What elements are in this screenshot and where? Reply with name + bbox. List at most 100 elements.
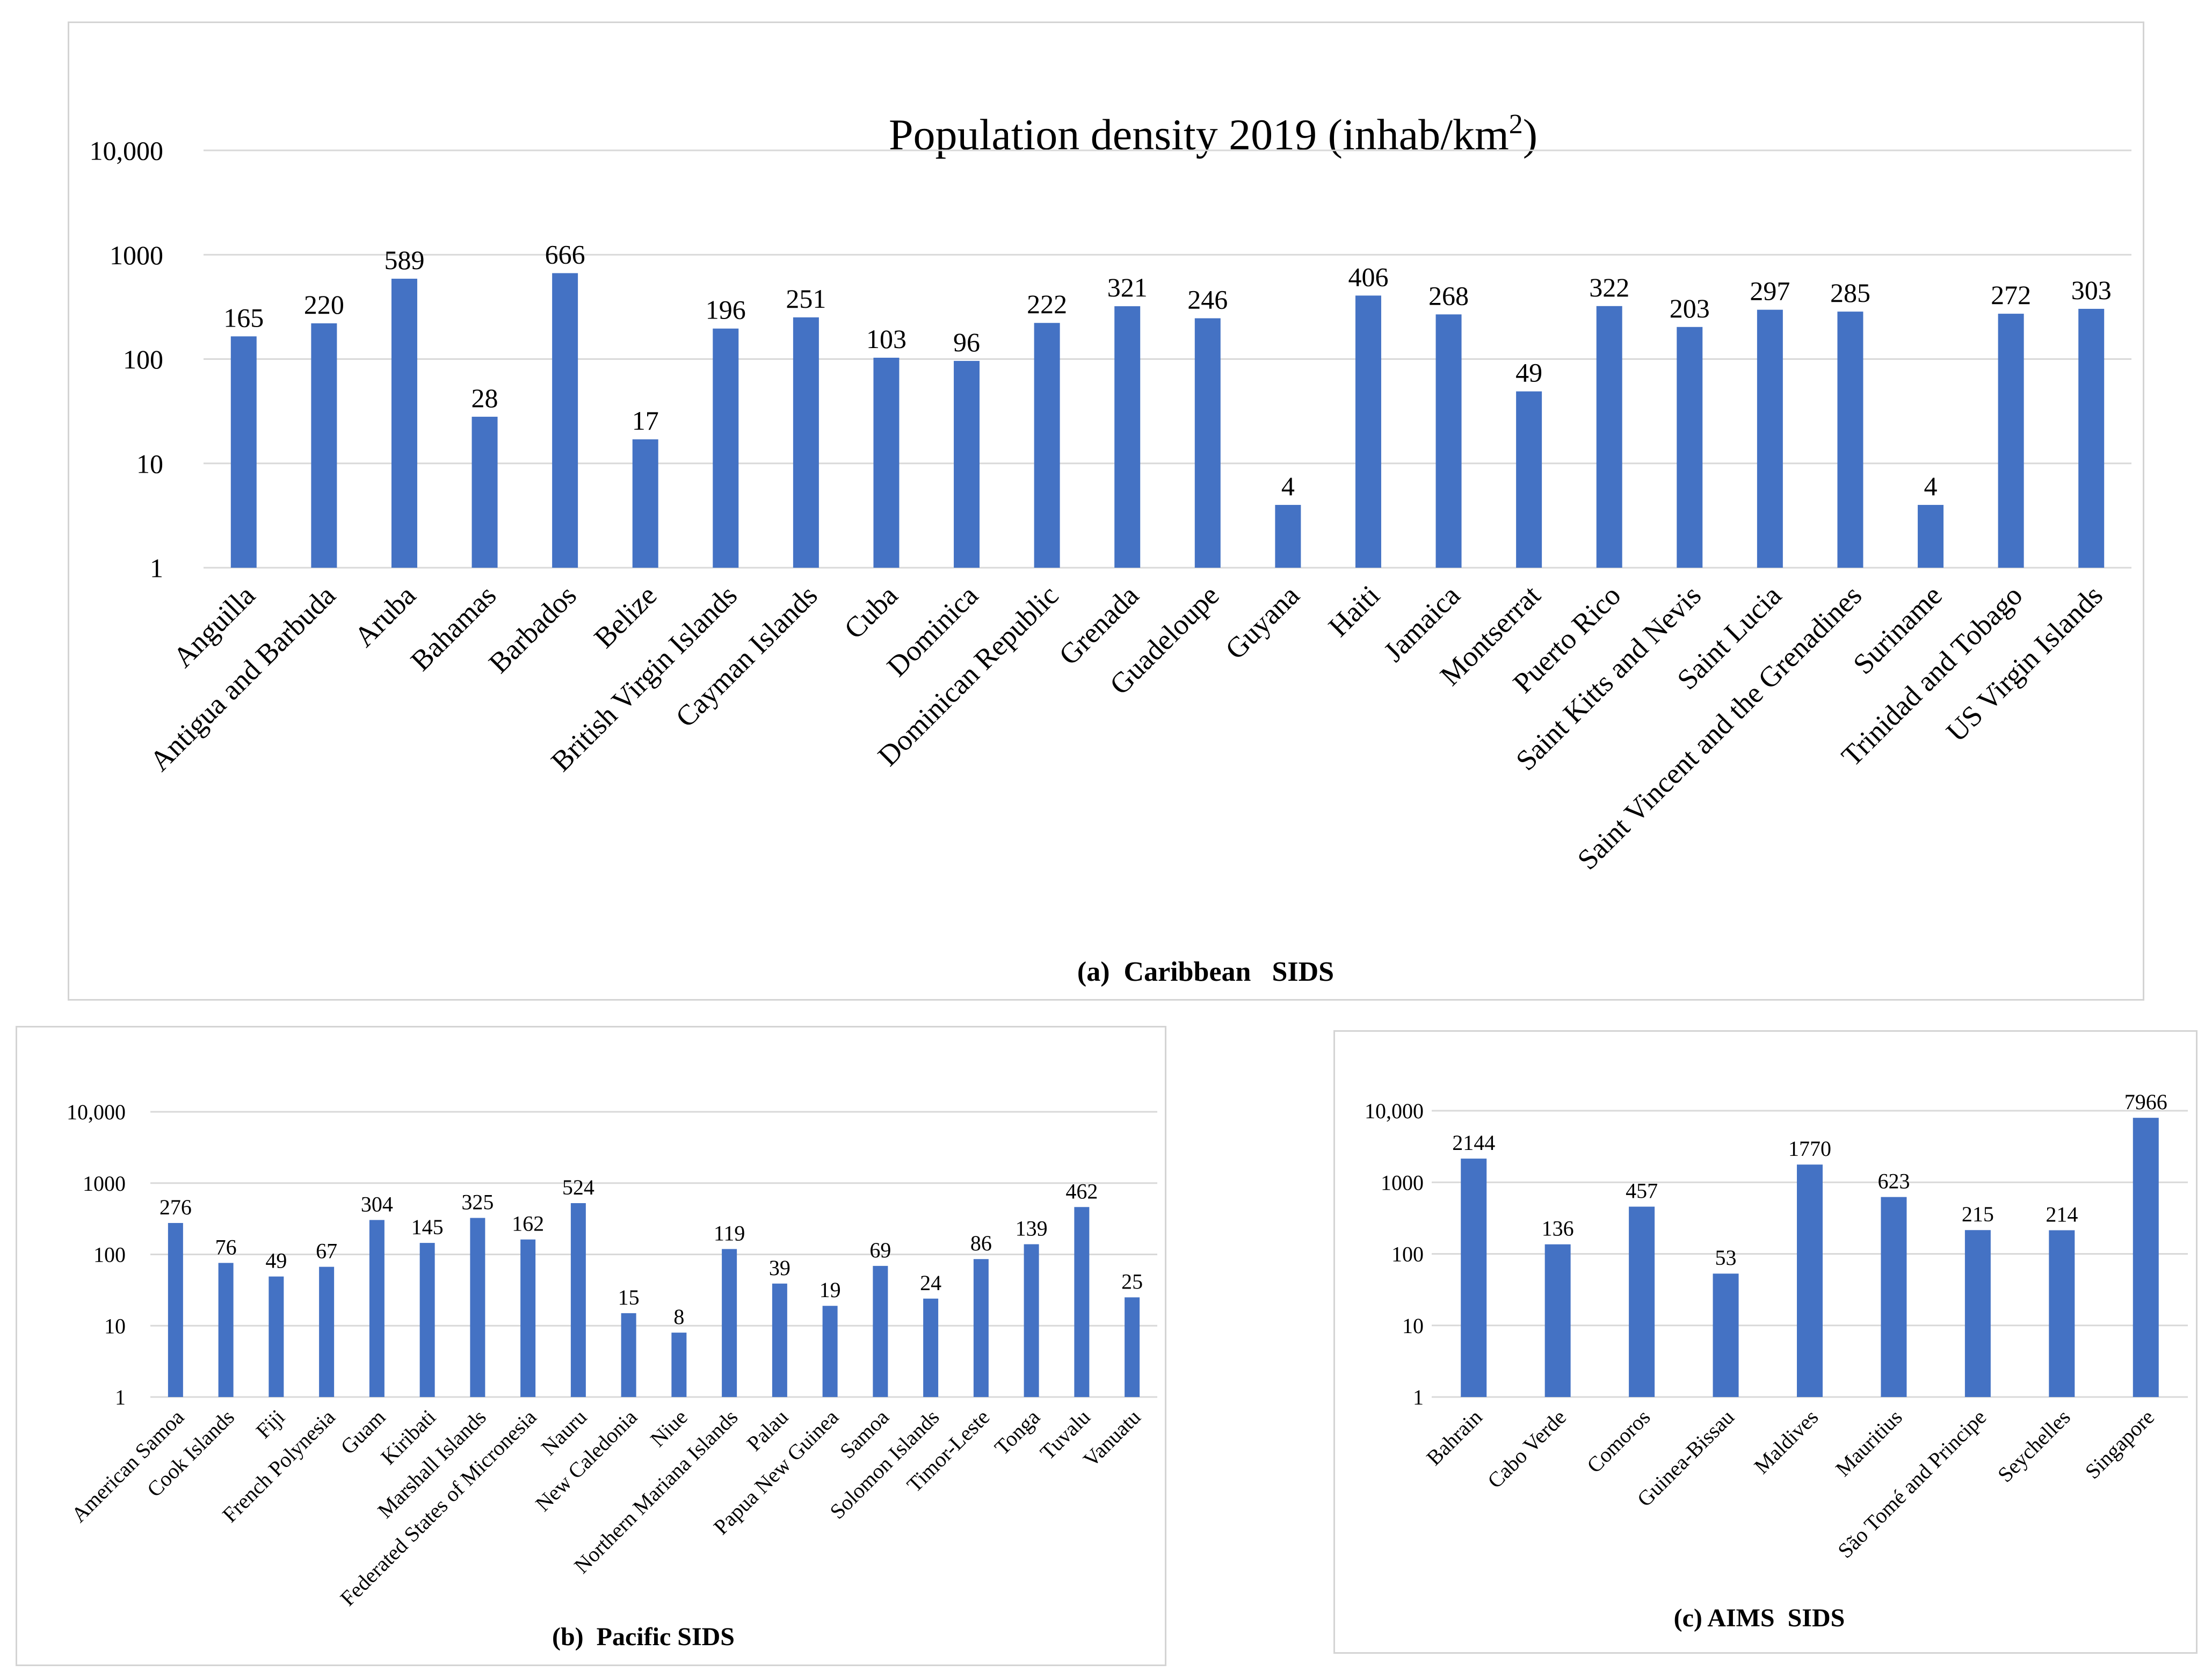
bar	[472, 416, 498, 568]
y-tick-label: 1	[115, 1385, 126, 1409]
bar	[1024, 1244, 1039, 1397]
y-axis: 1 10 100 1000 10,000	[1365, 1099, 1424, 1409]
bar	[954, 360, 980, 568]
data-label: 53	[1715, 1246, 1737, 1270]
data-label: 69	[869, 1238, 891, 1262]
bar	[570, 1203, 586, 1397]
bar	[1964, 1230, 1991, 1397]
bar	[671, 1333, 687, 1397]
x-tick-label: São Tomé and Principe	[1833, 1405, 1991, 1563]
data-label: 162	[512, 1212, 544, 1236]
data-label: 321	[1107, 272, 1148, 302]
gridlines	[204, 149, 2131, 569]
bar	[1516, 391, 1542, 568]
bar	[2133, 1118, 2159, 1397]
data-label: 103	[866, 324, 906, 354]
x-tick-label: Fiji	[251, 1405, 289, 1443]
y-axis: 1 10 100 1000 10,000	[90, 136, 164, 583]
bar	[470, 1218, 485, 1397]
data-label: 4	[1924, 471, 1938, 501]
data-label: 7966	[2124, 1090, 2167, 1114]
x-tick-label: Saint Vincent and the Grenadines	[1571, 579, 1868, 876]
bar	[269, 1276, 284, 1397]
y-tick-label: 10	[136, 448, 163, 479]
bars	[168, 1203, 1140, 1397]
bar	[369, 1220, 385, 1397]
data-label: 49	[265, 1249, 287, 1273]
y-tick-label: 10	[104, 1314, 126, 1338]
data-label: 589	[384, 245, 424, 275]
bar	[1757, 309, 1783, 568]
chart-caption: (b) Pacific SIDS	[552, 1623, 735, 1651]
data-label: 251	[786, 284, 826, 314]
y-tick-label: 100	[1391, 1242, 1424, 1267]
bar	[1544, 1244, 1571, 1397]
y-tick-label: 100	[93, 1243, 126, 1267]
data-label: 15	[618, 1285, 640, 1309]
bar	[1114, 306, 1141, 568]
data-label: 145	[411, 1215, 444, 1239]
bar	[552, 273, 578, 568]
bar	[1435, 314, 1462, 568]
panel-pacific: 1 10 100 1000 10,000 276 76 49 67 304 145 325 162 52…	[16, 1026, 1166, 1666]
data-label: 139	[1016, 1217, 1048, 1241]
y-axis: 1 10 100 1000 10,000	[67, 1100, 126, 1409]
bar	[1125, 1297, 1140, 1397]
y-tick-label: 100	[123, 344, 163, 374]
title-main: Population density 2019 (inhab/km	[889, 110, 1509, 159]
value-labels: 276 76 49 67 304 145 325 162 524 15 8 119 39 19 69 24 86…	[159, 1175, 1143, 1329]
bar	[923, 1298, 939, 1397]
data-label: 119	[714, 1221, 745, 1245]
y-tick-label: 1	[1413, 1385, 1424, 1409]
bar	[218, 1263, 234, 1397]
data-label: 1770	[1788, 1137, 1831, 1161]
x-tick-label: Tonga	[990, 1405, 1045, 1459]
data-label: 25	[1121, 1269, 1143, 1293]
bar	[793, 317, 819, 568]
data-label: 86	[970, 1231, 992, 1255]
x-tick-label: Cabo Verde	[1483, 1405, 1571, 1493]
data-label: 24	[920, 1271, 941, 1295]
y-tick-label: 10	[1402, 1314, 1424, 1338]
data-label: 136	[1542, 1217, 1574, 1241]
x-tick-label: Vanuatu	[1078, 1405, 1145, 1472]
bar	[772, 1283, 787, 1397]
data-label: 28	[472, 383, 498, 413]
data-label: 623	[1877, 1169, 1910, 1193]
bar	[1194, 318, 1221, 568]
data-label: 4	[1281, 471, 1295, 501]
bar	[311, 323, 337, 568]
bar	[230, 336, 257, 568]
x-tick-label: Singapore	[2080, 1405, 2159, 1484]
data-label: 8	[673, 1305, 684, 1329]
x-tick-label: Mauritius	[1831, 1405, 1907, 1481]
y-tick-label: 10,000	[67, 1100, 126, 1124]
data-label: 524	[562, 1175, 594, 1199]
title-superscript: 2	[1509, 109, 1523, 140]
bar	[1034, 323, 1060, 568]
data-label: 220	[304, 290, 344, 320]
data-label: 214	[2046, 1202, 2078, 1226]
data-label: 19	[819, 1278, 841, 1302]
bar	[1677, 327, 1703, 568]
data-label: 203	[1670, 293, 1710, 323]
data-label: 196	[706, 295, 746, 325]
bar	[822, 1306, 838, 1397]
chart-caption: (a) Caribbean SIDS	[1077, 957, 1334, 987]
data-label: 462	[1065, 1179, 1098, 1203]
data-label: 165	[223, 302, 264, 332]
gridlines	[150, 1111, 1157, 1398]
data-label: 246	[1187, 285, 1228, 315]
bar	[1355, 295, 1381, 568]
panel-aims: 1 10 100 1000 10,000 2144 136 457 53 1770 623 215 2…	[1333, 1030, 2198, 1654]
data-label: 303	[2071, 275, 2112, 305]
bar	[1837, 312, 1863, 568]
chart-caribbean: Population density 2019 (inhab/km2) 1101…	[90, 109, 2131, 987]
data-label: 285	[1830, 278, 1870, 308]
chart-caption: (c) AIMS SIDS	[1674, 1604, 1845, 1632]
data-label: 17	[632, 406, 659, 436]
y-tick-label: 1	[150, 553, 163, 583]
